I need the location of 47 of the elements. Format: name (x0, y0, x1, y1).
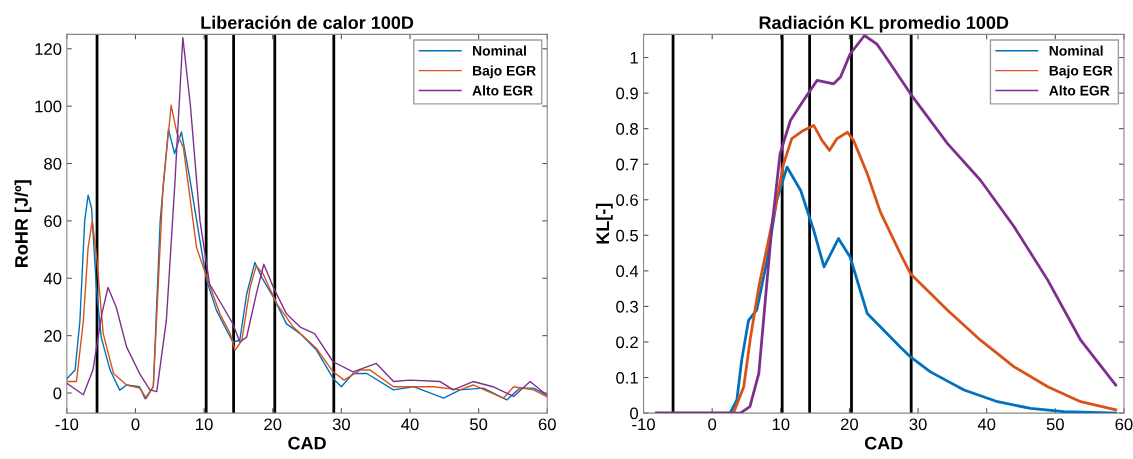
y-tick-label: 120 (35, 43, 62, 55)
y-tick-label: 0.8 (616, 123, 638, 135)
legend-label: Bajo EGR (473, 65, 536, 79)
chart-title: Radiación KL promedio 100D (759, 15, 1009, 33)
x-tick-label: 20 (841, 418, 859, 431)
y-axis-title: KL[-] (595, 203, 613, 244)
y-tick-label: 0.1 (616, 371, 638, 384)
x-axis-title: CAD (864, 436, 903, 450)
y-tick-label: 80 (44, 157, 62, 170)
x-tick-label: 30 (332, 418, 350, 431)
y-axis-title: RoHR [J/º] (14, 180, 32, 267)
x-tick-label: 50 (470, 418, 488, 431)
x-tick-label: 0 (708, 418, 717, 431)
x-tick-label: 40 (401, 418, 419, 431)
x-tick-label: 50 (1046, 418, 1064, 431)
y-tick-label: 60 (44, 215, 62, 228)
legend-label: Nominal (1049, 45, 1103, 56)
y-tick-label: 0.5 (616, 229, 638, 242)
y-tick-label: 0.4 (616, 265, 639, 278)
x-tick-label: -10 (632, 418, 655, 431)
y-tick-label: 0 (630, 407, 639, 420)
y-tick-label: 0.7 (616, 158, 638, 171)
x-tick-label: 40 (977, 418, 996, 431)
legend-label: Alto EGR (1049, 85, 1110, 96)
line-series (655, 34, 1118, 414)
legend-label: Nominal (473, 45, 526, 56)
x-tick-label: 60 (538, 418, 556, 431)
x-tick-label: 0 (131, 418, 140, 431)
x-tick-label: 20 (264, 418, 282, 431)
y-tick-label: 100 (35, 100, 62, 113)
y-tick-label: 0.3 (616, 300, 638, 313)
x-tick-label: 10 (196, 418, 213, 431)
y-tick-label: 0.2 (616, 336, 638, 349)
y-tick-label: 40 (43, 272, 62, 285)
y-tick-label: 20 (44, 330, 62, 342)
y-tick-label: 1 (630, 52, 638, 64)
x-axis-title: CAD (288, 436, 326, 450)
chart-title: Liberación de calor 100D (201, 15, 414, 30)
x-tick-label: 10 (772, 418, 790, 431)
legend-label: Alto EGR (472, 85, 533, 96)
x-tick-label: 60 (1115, 418, 1133, 431)
y-tick-label: 0 (53, 387, 62, 400)
y-tick-label: 0.9 (616, 87, 638, 100)
x-tick-label: -10 (55, 418, 79, 431)
legend-label: Bajo EGR (1049, 65, 1113, 79)
x-tick-label: 30 (909, 418, 927, 431)
y-tick-label: 0.6 (616, 194, 638, 206)
